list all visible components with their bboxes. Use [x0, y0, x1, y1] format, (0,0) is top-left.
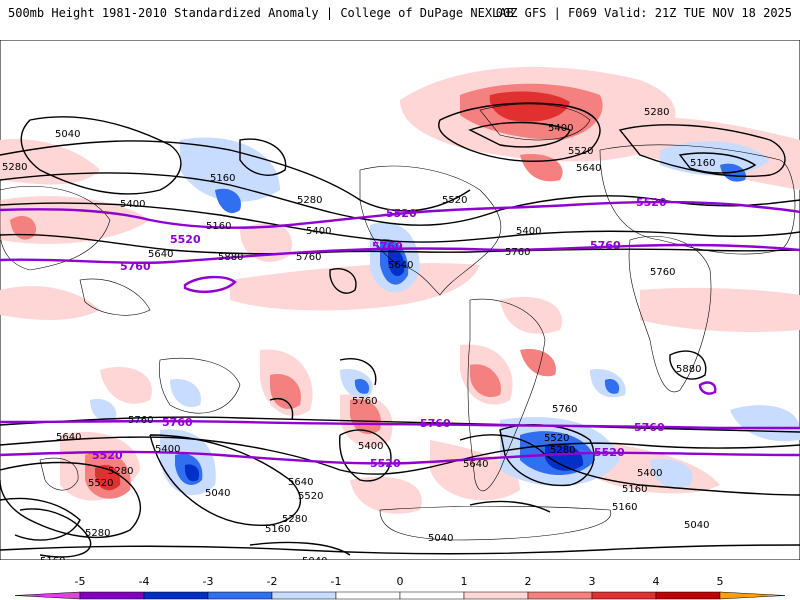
contour-label: 5520 [88, 478, 113, 489]
contour-label: 5520 [442, 195, 467, 206]
colorbar-swatch [271, 591, 337, 600]
colorbar-swatch [14, 591, 81, 600]
contour-label: 5160 [690, 158, 715, 169]
colorbar-tick-label: -1 [331, 575, 342, 588]
contour-label: 5400 [637, 468, 662, 479]
contour-label: 5280 [2, 162, 27, 173]
contour-label: 5400 [358, 441, 383, 452]
contour-label: 5400 [120, 199, 145, 210]
highlight-label: 5760 [590, 239, 621, 252]
colorbar: -5 -4 -3 -2 -1 0 1 2 3 4 5 [14, 575, 786, 600]
colorbar-swatch [335, 591, 401, 600]
highlight-label: 5760 [120, 260, 151, 273]
contour-label: 5760 [352, 396, 377, 407]
highlight-label: 5520 [594, 446, 625, 459]
contour-label: 5160 [206, 221, 231, 232]
colorbar-tick-label: -4 [139, 575, 150, 588]
contour-label: 5520 [568, 146, 593, 157]
contour-label: 5880 [676, 364, 701, 375]
contour-label: 5280 [108, 466, 133, 477]
contour-label: 5640 [463, 459, 488, 470]
height-contours [0, 102, 800, 558]
contour-label: 5040 [428, 533, 453, 544]
contour-label: 5160 [210, 173, 235, 184]
highlight-label: 5760 [420, 417, 451, 430]
contour-label: 5040 [684, 520, 709, 531]
colorbar-tick-label: 1 [461, 575, 468, 588]
colorbar-swatch [463, 591, 529, 600]
highlight-label: 5520 [370, 457, 401, 470]
contour-label: 5280 [644, 107, 669, 118]
colorbar-tick-label: 0 [397, 575, 404, 588]
contour-label: 5400 [155, 444, 180, 455]
contour-label: 5880 [218, 252, 243, 263]
contour-label: 5160 [40, 556, 65, 560]
colorbar-swatch [527, 591, 593, 600]
positive-anomaly-fill-strong [95, 91, 570, 491]
contour-label: 5400 [548, 123, 573, 134]
highlight-label: 5520 [386, 207, 417, 220]
contour-label: 5400 [516, 226, 541, 237]
contour-label: 5640 [56, 432, 81, 443]
contour-label: 5760 [650, 267, 675, 278]
colorbar-swatch [143, 591, 209, 600]
colorbar-tick-label: -2 [267, 575, 278, 588]
contour-label: 5760 [296, 252, 321, 263]
contour-label: 5520 [298, 491, 323, 502]
contour-label: 5640 [148, 249, 173, 260]
contour-label: 5040 [205, 488, 230, 499]
contour-label: 5160 [612, 502, 637, 513]
highlight-label: 5760 [634, 421, 665, 434]
colorbar-swatch [655, 591, 721, 600]
highlight-label: 5520 [92, 449, 123, 462]
colorbar-swatch [79, 591, 145, 600]
anomaly-map: 5040 5280 5400 5160 5280 5400 5160 5640 … [0, 40, 800, 560]
colorbar-tick-label: -3 [203, 575, 214, 588]
contour-label: 5760 [552, 404, 577, 415]
contour-label: 5280 [550, 445, 575, 456]
colorbar-tick-label: 3 [589, 575, 596, 588]
highlight-label: 5520 [636, 196, 667, 209]
highlight-contour-labels: 5520 5520 5520 5760 5760 5760 5760 5760 … [92, 196, 667, 470]
contour-label: 5640 [288, 477, 313, 488]
colorbar-swatch [719, 591, 786, 600]
contour-label: 5760 [505, 247, 530, 258]
contour-label: 5760 [128, 415, 153, 426]
colorbar-tick-labels: -5 -4 -3 -2 -1 0 1 2 3 4 5 [75, 575, 724, 588]
contour-label: 5280 [85, 528, 110, 539]
contour-label: 5160 [622, 484, 647, 495]
contour-labels: 5040 5280 5400 5160 5280 5400 5160 5640 … [2, 107, 715, 560]
colorbar-swatches [14, 591, 786, 600]
highlight-label: 5760 [372, 240, 403, 253]
contour-label: 5280 [297, 195, 322, 206]
colorbar-swatch [591, 591, 657, 600]
contour-label: 5280 [282, 514, 307, 525]
colorbar-tick-label: 2 [525, 575, 532, 588]
contour-label: 5640 [576, 163, 601, 174]
highlight-label: 5760 [162, 416, 193, 429]
contour-label: 5520 [544, 433, 569, 444]
contour-label: 5040 [55, 129, 80, 140]
contour-label: 5400 [306, 226, 331, 237]
colorbar-tick-label: 5 [717, 575, 724, 588]
colorbar-tick-label: 4 [653, 575, 660, 588]
contour-label: 5640 [388, 260, 413, 271]
negative-anomaly-fill-strong [184, 249, 584, 482]
model-run-info: 00Z GFS | F069 Valid: 21Z TUE NOV 18 202… [495, 6, 792, 20]
colorbar-tick-label: -5 [75, 575, 86, 588]
highlight-contours [0, 200, 800, 465]
colorbar-swatch [399, 591, 465, 600]
colorbar-swatch [207, 591, 273, 600]
map-title: 500mb Height 1981-2010 Standardized Anom… [8, 6, 514, 20]
highlight-label: 5520 [170, 233, 201, 246]
negative-anomaly-fill-light [90, 137, 800, 496]
contour-label: 5040 [302, 556, 327, 560]
contour-label: 5160 [265, 524, 290, 535]
